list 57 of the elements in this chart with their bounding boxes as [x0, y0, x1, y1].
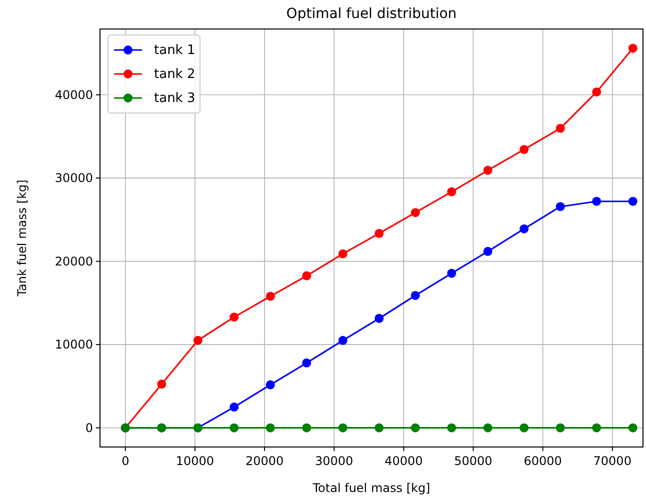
point	[266, 423, 275, 432]
x-tick-label: 0	[122, 454, 130, 468]
point	[374, 228, 384, 238]
point	[410, 290, 420, 300]
point	[193, 336, 202, 345]
x-tick-label: 70000	[593, 454, 632, 468]
legend-label: tank 3	[154, 91, 196, 106]
point	[374, 423, 384, 432]
y-tick-label: 30000	[54, 171, 93, 186]
point	[592, 196, 602, 206]
point	[628, 196, 638, 206]
x-axis-title: Total fuel mass [kg]	[312, 481, 430, 495]
point	[556, 124, 565, 133]
x-tick-label: 40000	[384, 454, 423, 468]
point	[230, 312, 239, 322]
point	[628, 423, 638, 432]
legend-label: tank 2	[154, 67, 196, 82]
point	[483, 166, 492, 175]
y-tick-label: 0	[85, 420, 93, 435]
point	[410, 423, 420, 432]
point	[338, 423, 348, 432]
point	[483, 246, 492, 256]
point	[302, 423, 312, 432]
y-tick-label: 20000	[54, 254, 93, 268]
point	[483, 423, 492, 432]
point	[447, 187, 456, 196]
point	[447, 268, 456, 278]
x-tick-label: 20000	[245, 454, 284, 468]
point	[520, 144, 529, 154]
point	[338, 249, 348, 258]
y-axis-title: Tank fuel mass [kg]	[15, 180, 29, 298]
y-tick-label: 40000	[54, 88, 93, 102]
point	[302, 271, 312, 280]
point	[592, 423, 602, 432]
point	[628, 44, 638, 53]
x-tick-label: 10000	[176, 454, 214, 468]
point	[447, 423, 456, 432]
point	[556, 423, 565, 432]
point	[556, 202, 565, 212]
point	[592, 87, 602, 96]
point	[338, 336, 348, 345]
y-tick-label: 10000	[54, 338, 93, 352]
point	[266, 380, 275, 390]
point	[374, 314, 384, 323]
point	[302, 358, 312, 368]
point	[520, 423, 529, 432]
point	[230, 423, 239, 432]
point	[230, 402, 239, 412]
x-tick-label: 60000	[524, 454, 562, 468]
legend-label: tank 1	[154, 43, 196, 58]
point	[266, 292, 275, 301]
point	[410, 208, 420, 218]
x-tick-label: 30000	[315, 454, 354, 468]
x-tick-label: 50000	[454, 454, 492, 468]
point	[520, 224, 529, 234]
point	[157, 380, 166, 389]
chart-title: Optimal fuel distribution	[286, 6, 457, 22]
